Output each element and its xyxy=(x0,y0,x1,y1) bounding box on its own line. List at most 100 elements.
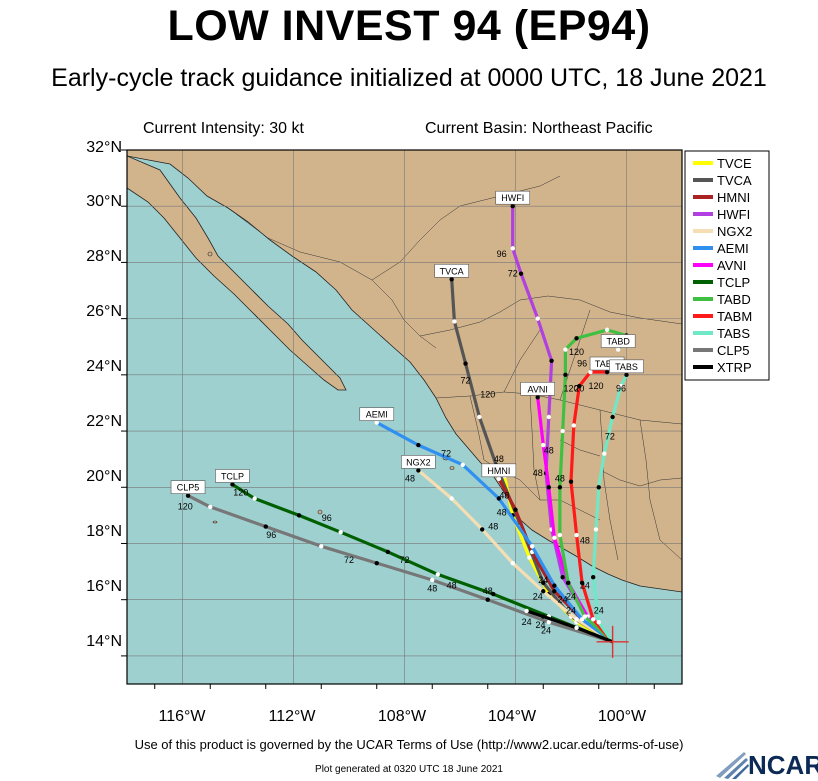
track-xtrp xyxy=(526,609,614,644)
track-point xyxy=(560,428,565,434)
track-label-box xyxy=(609,359,644,374)
track-point xyxy=(185,493,191,498)
forecast-hour-label: 48 xyxy=(488,521,498,531)
track-point xyxy=(591,617,596,622)
legend-entry-tabs: TABS xyxy=(717,326,750,341)
y-tick-label: 24°N xyxy=(86,358,122,375)
forecast-hour-label: 48 xyxy=(497,507,507,517)
track-label-tabm: TABM xyxy=(595,359,619,369)
track-point xyxy=(430,577,435,583)
track-label-box xyxy=(215,469,250,483)
legend-entry-tabm: TABM xyxy=(717,309,752,324)
track-point xyxy=(535,316,540,321)
track-label-hmni: HMNI xyxy=(487,466,510,476)
legend-entry-tvce: TVCE xyxy=(717,156,752,171)
track-point xyxy=(546,414,551,420)
current-intensity: Current Intensity: 30 kt xyxy=(143,120,304,137)
track-point xyxy=(574,617,579,622)
track-point xyxy=(449,277,454,282)
x-tick-label: 100°W xyxy=(597,708,647,725)
track-point xyxy=(527,555,532,560)
forecast-hour-label: 72 xyxy=(399,555,409,565)
track-label-box xyxy=(434,263,469,278)
track-point xyxy=(577,383,582,389)
forecast-hour-label: 96 xyxy=(266,530,276,540)
plot-generated-time: Plot generated at 0320 UTC 18 June 2021 xyxy=(315,764,503,775)
track-point xyxy=(552,583,557,588)
track-point xyxy=(435,572,440,577)
forecast-hour-label: 72 xyxy=(441,448,451,458)
track-point xyxy=(579,617,585,622)
forecast-hour-label: 24 xyxy=(566,592,576,602)
forecast-hour-label: 48 xyxy=(483,586,493,596)
legend-entry-hmni: HMNI xyxy=(717,190,750,205)
track-point xyxy=(571,423,576,428)
track-point xyxy=(416,468,421,473)
legend-entry-clp5: CLP5 xyxy=(717,343,750,358)
track-point xyxy=(541,580,546,586)
track-point xyxy=(480,527,485,532)
track-point xyxy=(582,614,588,619)
track-point xyxy=(560,575,565,580)
forecast-hour-label: 24 xyxy=(522,617,532,627)
y-tick-label: 30°N xyxy=(86,193,122,210)
forecast-hour-labels: 7296721204848484848484872969612012020961… xyxy=(178,249,632,636)
legend-entry-tvca: TVCA xyxy=(717,173,752,188)
track-point xyxy=(496,476,502,482)
track-point xyxy=(563,347,568,352)
forecast-hour-label: 48 xyxy=(533,468,543,478)
forecast-hour-label: 24 xyxy=(533,592,543,602)
island xyxy=(449,466,455,470)
track-point xyxy=(596,485,601,490)
y-tick-label: 28°N xyxy=(86,248,122,265)
track-point xyxy=(624,372,629,378)
forecast-hour-label: 48 xyxy=(544,446,554,456)
x-tick-label: 116°W xyxy=(158,708,206,725)
y-tick-label: 26°N xyxy=(86,303,122,320)
forecast-hour-label: 120 xyxy=(588,381,603,391)
track-point xyxy=(496,496,502,501)
forecast-hour-label: 48 xyxy=(499,491,509,501)
track-point xyxy=(510,560,515,566)
track-point xyxy=(541,589,546,594)
y-tick-label: 18°N xyxy=(86,523,122,540)
track-point xyxy=(460,462,465,467)
track-label-box xyxy=(600,334,636,348)
forecast-hour-label: 48 xyxy=(405,474,415,484)
state-borders xyxy=(235,175,682,561)
forecast-hour-label: 72 xyxy=(508,268,518,278)
forecast-hour-label: 48 xyxy=(494,454,504,464)
forecast-hour-label: 24 xyxy=(594,606,604,616)
track-label-box xyxy=(401,455,436,469)
y-tick-label: 32°N xyxy=(86,139,122,156)
chart-subtitle: Early-cycle track guidance initialized a… xyxy=(51,64,767,92)
track-point xyxy=(579,580,585,586)
plot-frame xyxy=(126,149,683,685)
track-point xyxy=(296,513,302,518)
forecast-hour-label: 120 xyxy=(563,384,578,394)
track-point xyxy=(574,336,579,341)
track-point xyxy=(510,246,515,251)
track-label-hwfi: HWFI xyxy=(501,193,524,203)
track-point xyxy=(524,608,529,614)
track-name-labels: TVCA HMNI HWFI NGX2 AEMI AVNI TCLP TABD TABMTABS… xyxy=(170,190,644,494)
ncar-logo-text: NCAR xyxy=(748,750,818,780)
track-point xyxy=(529,544,535,549)
track-label-box xyxy=(520,382,556,396)
current-basin: Current Basin: Northeast Pacific xyxy=(425,120,653,137)
track-point xyxy=(546,485,551,490)
terms-of-use: Use of this product is governed by the U… xyxy=(134,737,684,752)
track-point xyxy=(518,271,524,276)
track-label-box xyxy=(495,190,531,205)
forecast-hour-label: 120 xyxy=(233,488,248,498)
track-point xyxy=(477,414,482,420)
forecast-hour-label: 72 xyxy=(605,431,615,441)
track-point xyxy=(557,532,563,538)
track-point xyxy=(452,319,457,324)
forecast-hour-label: 24 xyxy=(535,620,545,630)
ncar-logo-icon xyxy=(716,752,749,779)
forecast-hour-label: 24 xyxy=(538,575,548,585)
forecast-hour-label: 24 xyxy=(541,625,551,635)
track-point xyxy=(588,369,593,375)
legend-entry-xtrp: XTRP xyxy=(717,360,752,375)
